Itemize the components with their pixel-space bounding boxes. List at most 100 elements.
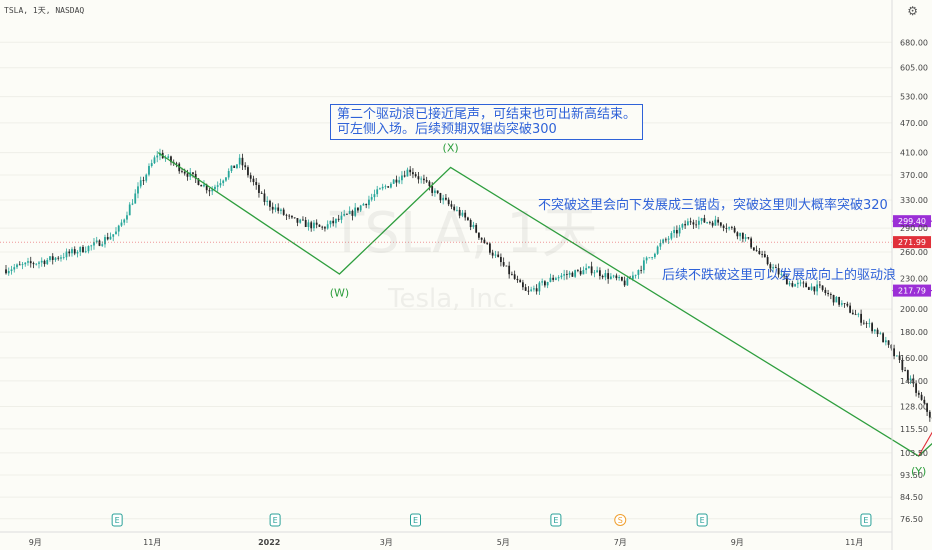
candle-body — [131, 203, 134, 205]
wave-label: (Y) — [911, 465, 926, 478]
candle-body — [585, 267, 588, 271]
candle-body — [467, 217, 469, 221]
candle-body — [57, 257, 60, 259]
candle-body — [280, 209, 282, 211]
candle-body — [302, 219, 304, 221]
candle-body — [593, 272, 596, 274]
candle-body — [835, 296, 838, 303]
candle-body — [73, 249, 76, 254]
annotation-box: 第二个驱动浪已接近尾声，可结束也可出新高结束。 可左侧入场。后续预期双锯齿突破3… — [330, 104, 644, 140]
candle-body — [664, 239, 667, 241]
candle-body — [417, 176, 420, 180]
candle-body — [335, 218, 337, 224]
candle-body — [497, 254, 500, 257]
candle-body — [725, 227, 728, 229]
candle-body — [714, 219, 717, 226]
candle-body — [670, 233, 673, 239]
candle-body — [200, 184, 203, 187]
candle-body — [530, 289, 533, 291]
x-tick-label: 5月 — [497, 538, 510, 547]
candle-body — [522, 282, 524, 288]
candle-body — [590, 266, 593, 274]
candle-body — [772, 267, 775, 269]
candle-body — [703, 218, 706, 223]
candle-body — [557, 277, 560, 279]
candle-body — [917, 392, 920, 395]
candle-body — [857, 313, 860, 315]
candle-body — [82, 246, 84, 253]
candle-body — [24, 262, 27, 265]
candle-body — [879, 333, 882, 335]
candle-body — [895, 355, 898, 357]
candle-body — [362, 203, 365, 206]
candle-body — [761, 254, 764, 255]
candle-body — [582, 270, 585, 275]
candle-body — [269, 200, 271, 207]
candle-body — [115, 231, 117, 235]
candle-body — [343, 213, 346, 216]
candle-body — [678, 227, 681, 234]
candle-body — [420, 178, 423, 180]
gear-icon[interactable]: ⚙ — [907, 4, 918, 18]
y-tick-label: 144.00 — [900, 377, 928, 386]
candle-body — [194, 173, 197, 179]
candle-body — [291, 215, 293, 218]
candle-body — [865, 323, 868, 324]
candle-body — [717, 219, 720, 223]
candle-body — [634, 274, 637, 276]
earnings-marker-label: E — [700, 516, 705, 525]
last-price-label: 271.99 — [898, 238, 926, 247]
candle-body — [436, 190, 439, 194]
candle-body — [46, 259, 49, 265]
candle-body — [733, 227, 736, 233]
candle-body — [373, 194, 376, 198]
candle-body — [313, 222, 315, 229]
earnings-marker-label: E — [553, 516, 558, 525]
candle-body — [601, 275, 604, 278]
candle-body — [384, 186, 387, 188]
candle-body — [145, 174, 148, 181]
candle-body — [722, 225, 725, 228]
earnings-marker — [111, 513, 123, 527]
candle-body — [469, 220, 472, 228]
candle-body — [456, 209, 458, 211]
level-price-tag — [893, 284, 931, 297]
candle-body — [631, 275, 634, 280]
candle-body — [500, 256, 502, 263]
candle-body — [777, 268, 780, 275]
candle-body — [5, 269, 7, 274]
y-tick-label: 160.00 — [900, 354, 928, 363]
candle-body — [524, 287, 527, 291]
candle-body — [95, 240, 98, 243]
candle-body — [123, 219, 126, 223]
last-price-tag — [893, 236, 931, 249]
candle-body — [483, 239, 486, 244]
candle-body — [741, 232, 744, 239]
candle-body — [186, 173, 189, 177]
wave-label: (W) — [330, 286, 349, 299]
candle-body — [90, 245, 93, 247]
candle-body — [576, 270, 579, 271]
candle-body — [555, 278, 557, 280]
candle-body — [884, 340, 887, 343]
y-tick-label: 330.00 — [900, 196, 928, 205]
candle-body — [675, 229, 678, 234]
candle-body — [906, 370, 909, 381]
candle-body — [346, 213, 348, 215]
level-price-label: 217.79 — [898, 287, 926, 296]
candle-body — [266, 200, 269, 202]
candle-body — [128, 204, 131, 216]
candle-body — [208, 190, 211, 192]
candle-body — [368, 199, 370, 206]
candle-body — [365, 203, 368, 206]
candle-body — [791, 283, 794, 287]
candle-body — [434, 190, 436, 193]
candle-body — [310, 222, 313, 229]
y-tick-label: 230.00 — [900, 275, 928, 284]
candle-body — [445, 197, 447, 200]
candle-body — [150, 163, 153, 167]
candle-body — [370, 197, 373, 200]
y-tick-label: 115.50 — [900, 425, 928, 434]
candle-body — [117, 225, 120, 232]
